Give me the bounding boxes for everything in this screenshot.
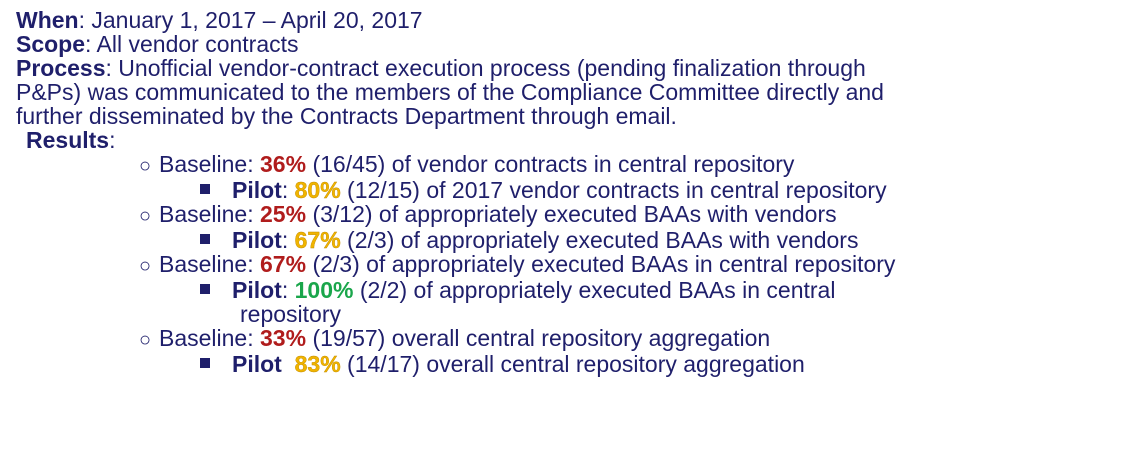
hollow-circle-bullet-icon: ○ bbox=[139, 205, 152, 227]
hollow-circle-bullet-icon: ○ bbox=[139, 329, 152, 351]
pilot-percent: 67% bbox=[294, 227, 341, 253]
pilot-separator bbox=[282, 351, 295, 377]
baseline-label: Baseline: bbox=[159, 201, 261, 227]
pilot-text: (12/15) of 2017 vendor contracts in cent… bbox=[340, 177, 887, 203]
square-bullet-icon bbox=[200, 283, 210, 294]
pilot-percent: 83% bbox=[294, 351, 341, 377]
baseline-percent: 33% bbox=[260, 325, 307, 351]
baseline-text: (16/45) of vendor contracts in central r… bbox=[306, 151, 795, 177]
pilot-item: Pilot: 80% (12/15) of 2017 vendor contra… bbox=[16, 178, 1116, 202]
baseline-label: Baseline: bbox=[159, 325, 261, 351]
pilot-label: Pilot bbox=[232, 227, 282, 253]
pilot-item: Pilot 83% (14/17) overall central reposi… bbox=[16, 352, 1116, 376]
pilot-text-continuation: repository bbox=[240, 301, 341, 327]
baseline-text: (3/12) of appropriately executed BAAs wi… bbox=[306, 201, 837, 227]
baseline-item: ○ Baseline: 36% (16/45) of vendor contrac… bbox=[16, 152, 1116, 178]
pilot-label: Pilot bbox=[232, 351, 282, 377]
baseline-percent: 67% bbox=[260, 251, 307, 277]
process-text-1: : Unofficial vendor-contract execution p… bbox=[105, 55, 866, 81]
square-bullet-icon bbox=[200, 233, 210, 244]
process-line-1: Process: Unofficial vendor-contract exec… bbox=[16, 56, 1116, 80]
pilot-separator: : bbox=[281, 227, 295, 253]
process-line-3: further disseminated by the Contracts De… bbox=[16, 103, 677, 129]
pilot-item: Pilot: 100% (2/2) of appropriately execu… bbox=[16, 278, 1116, 302]
results-colon: : bbox=[109, 127, 116, 153]
scope-label: Scope bbox=[16, 31, 86, 57]
scope-value: : All vendor contracts bbox=[85, 31, 299, 57]
square-bullet-icon bbox=[200, 183, 210, 194]
results-summary: When: January 1, 2017 – April 20, 2017 S… bbox=[16, 8, 1116, 376]
pilot-text: (14/17) overall central repository aggre… bbox=[340, 351, 805, 377]
baseline-item: ○ Baseline: 33% (19/57) overall central r… bbox=[16, 326, 1116, 352]
baseline-percent: 36% bbox=[260, 151, 307, 177]
square-bullet-icon bbox=[200, 357, 210, 368]
scope-line: Scope: All vendor contracts bbox=[16, 32, 1116, 56]
pilot-separator: : bbox=[281, 277, 295, 303]
baseline-item: ○ Baseline: 25% (3/12) of appropriately e… bbox=[16, 202, 1116, 228]
pilot-separator: : bbox=[281, 177, 295, 203]
hollow-circle-bullet-icon: ○ bbox=[139, 155, 152, 177]
results-label: Results bbox=[26, 127, 110, 153]
pilot-percent: 80% bbox=[294, 177, 341, 203]
pilot-text: (2/2) of appropriately executed BAAs in … bbox=[353, 277, 836, 303]
when-line: When: January 1, 2017 – April 20, 2017 bbox=[16, 8, 1116, 32]
baseline-percent: 25% bbox=[260, 201, 307, 227]
when-value: : January 1, 2017 – April 20, 2017 bbox=[78, 7, 423, 33]
pilot-percent: 100% bbox=[294, 277, 354, 303]
baseline-label: Baseline: bbox=[159, 251, 261, 277]
pilot-label: Pilot bbox=[232, 277, 282, 303]
process-line-2: P&Ps) was communicated to the members of… bbox=[16, 79, 884, 105]
pilot-text: (2/3) of appropriately executed BAAs wit… bbox=[340, 227, 859, 253]
when-label: When bbox=[16, 7, 79, 33]
baseline-label: Baseline: bbox=[159, 151, 261, 177]
results-heading: Results: bbox=[16, 128, 1116, 152]
baseline-text: (2/3) of appropriately executed BAAs in … bbox=[306, 251, 896, 277]
baseline-text: (19/57) overall central repository aggre… bbox=[306, 325, 771, 351]
hollow-circle-bullet-icon: ○ bbox=[139, 255, 152, 277]
process-label: Process bbox=[16, 55, 106, 81]
pilot-label: Pilot bbox=[232, 177, 282, 203]
baseline-item: ○ Baseline: 67% (2/3) of appropriately ex… bbox=[16, 252, 1116, 278]
pilot-item: Pilot: 67% (2/3) of appropriately execut… bbox=[16, 228, 1116, 252]
